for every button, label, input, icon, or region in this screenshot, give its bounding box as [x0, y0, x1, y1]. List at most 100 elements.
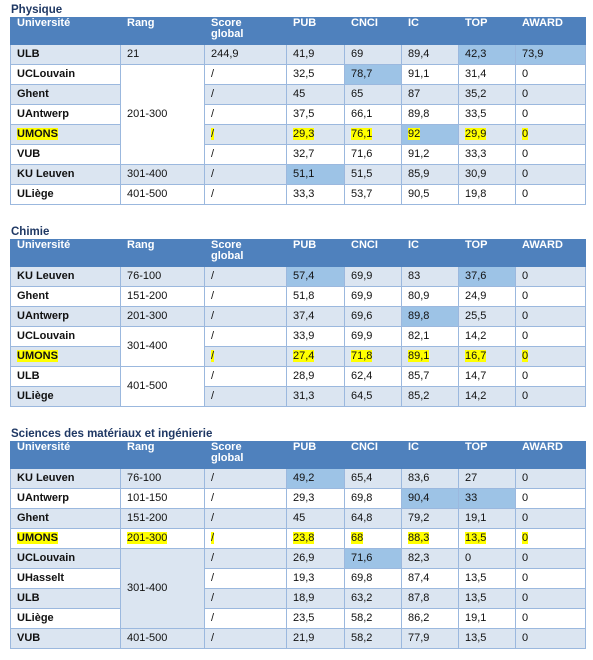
ic-cell: 89,4 [401, 43, 459, 65]
score-value: / [211, 188, 215, 200]
university-name: ULB [17, 370, 40, 382]
pub-cell: 18,9 [286, 588, 345, 609]
table-row: UMONS / 29,3 76,1 92 29,9 0 [10, 124, 586, 145]
column-header: Rang [120, 239, 205, 267]
header-line: global [211, 452, 244, 464]
table-row: ULiège / 23,5 58,2 86,2 19,1 0 [10, 608, 586, 629]
table-row: KU Leuven 76-100 / 49,2 65,4 83,6 27 0 [10, 467, 586, 489]
cnci-value: 78,7 [351, 68, 373, 80]
university-cell: VUB [10, 144, 121, 165]
top-value: 16,7 [465, 350, 487, 362]
award-cell: 0 [515, 366, 586, 387]
score-cell: / [204, 386, 287, 407]
award-value: 0 [522, 532, 529, 544]
table-row: UAntwerp / 37,5 66,1 89,8 33,5 0 [10, 104, 586, 125]
column-header: Université [10, 17, 121, 45]
rank-value: 151-200 [127, 290, 168, 302]
cnci-cell: 69,8 [344, 488, 402, 509]
top-value: 37,6 [465, 270, 487, 282]
cnci-value: 64,5 [351, 390, 373, 402]
top-value: 42,3 [465, 48, 487, 60]
university-name: KU Leuven [17, 270, 75, 282]
pub-cell: 32,7 [286, 144, 345, 165]
award-value: 0 [522, 612, 529, 624]
score-value: / [211, 128, 215, 140]
pub-cell: 32,5 [286, 64, 345, 85]
ic-cell: 88,3 [401, 528, 459, 549]
ic-cell: 85,7 [401, 366, 459, 387]
column-header: Score global [204, 239, 287, 267]
ic-cell: 83 [401, 265, 459, 287]
table-row: KU Leuven 76-100 / 57,4 69,9 83 37,6 0 [10, 265, 586, 287]
rank-cell: 151-200 [120, 286, 205, 307]
top-value: 13,5 [465, 532, 487, 544]
ic-value: 92 [408, 128, 421, 140]
university-name: ULiège [17, 188, 54, 200]
pub-cell: 57,4 [286, 265, 345, 287]
top-cell: 31,4 [458, 64, 516, 85]
score-value: / [211, 108, 215, 120]
pub-value: 32,5 [293, 68, 315, 80]
award-value: 0 [522, 188, 529, 200]
ic-cell: 77,9 [401, 628, 459, 649]
award-cell: 0 [515, 64, 586, 85]
university-cell: KU Leuven [10, 265, 121, 287]
column-header: IC [401, 17, 459, 45]
award-cell: 0 [515, 164, 586, 185]
university-cell: ULB [10, 43, 121, 65]
top-cell: 24,9 [458, 286, 516, 307]
cnci-cell: 68 [344, 528, 402, 549]
rank-value: 201-300 [127, 532, 168, 544]
ic-cell: 82,1 [401, 326, 459, 347]
top-cell: 14,7 [458, 366, 516, 387]
ic-cell: 83,6 [401, 467, 459, 489]
pub-cell: 23,8 [286, 528, 345, 549]
top-value: 14,2 [465, 330, 487, 342]
rank-cell: 101-150 [120, 488, 205, 509]
column-header: IC [401, 441, 459, 469]
top-cell: 0 [458, 548, 516, 569]
table-row: ULiège 401-500 / 33,3 53,7 90,5 19,8 0 [10, 184, 586, 205]
ic-value: 82,1 [408, 330, 430, 342]
cnci-value: 68 [351, 532, 364, 544]
score-cell: / [204, 64, 287, 85]
award-cell: 0 [515, 265, 586, 287]
award-cell: 0 [515, 326, 586, 347]
university-name: ULB [17, 592, 40, 604]
cnci-cell: 51,5 [344, 164, 402, 185]
top-value: 14,7 [465, 370, 487, 382]
column-header: AWARD [515, 239, 586, 267]
award-cell: 0 [515, 628, 586, 649]
pub-cell: 29,3 [286, 488, 345, 509]
table-row: ULiège / 31,3 64,5 85,2 14,2 0 [10, 386, 586, 407]
university-cell: UCLouvain [10, 326, 121, 347]
top-value: 35,2 [465, 88, 487, 100]
top-value: 13,5 [465, 592, 487, 604]
cnci-value: 69,9 [351, 270, 373, 282]
pub-cell: 49,2 [286, 467, 345, 489]
top-value: 24,9 [465, 290, 487, 302]
cnci-value: 64,8 [351, 512, 373, 524]
pub-value: 45 [293, 88, 306, 100]
cnci-value: 71,8 [351, 350, 373, 362]
top-value: 27 [465, 472, 478, 484]
award-cell: 0 [515, 467, 586, 489]
score-value: / [211, 592, 215, 604]
cnci-cell: 64,5 [344, 386, 402, 407]
cnci-cell: 69,9 [344, 326, 402, 347]
pub-cell: 45 [286, 84, 345, 105]
top-value: 30,9 [465, 168, 487, 180]
top-cell: 13,5 [458, 588, 516, 609]
ic-value: 87 [408, 88, 421, 100]
ic-value: 83,6 [408, 472, 430, 484]
rank-cell: 301-400 [120, 326, 205, 367]
cnci-value: 58,2 [351, 632, 373, 644]
cnci-cell: 58,2 [344, 608, 402, 629]
pub-cell: 37,4 [286, 306, 345, 327]
top-cell: 37,6 [458, 265, 516, 287]
ic-value: 89,8 [408, 310, 430, 322]
ic-value: 80,9 [408, 290, 430, 302]
cnci-cell: 64,8 [344, 508, 402, 529]
award-cell: 0 [515, 184, 586, 205]
pub-value: 51,1 [293, 168, 315, 180]
